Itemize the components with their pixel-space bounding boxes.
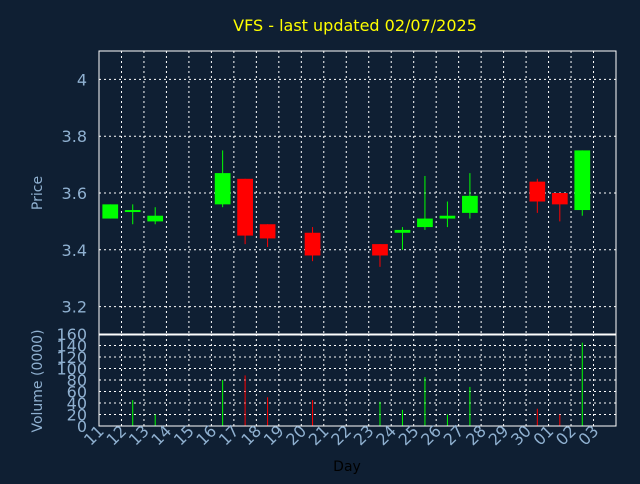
volume-plot-frame [98, 333, 617, 427]
volume-tick-label: 40 [67, 394, 87, 413]
volume-tick-label: 160 [56, 325, 87, 344]
candle-02 [574, 150, 591, 216]
volume-tick-label: 60 [67, 383, 87, 402]
x-axis-label: Day [333, 459, 361, 475]
candle-body [124, 210, 141, 213]
candle-20 [304, 227, 321, 262]
candle-body [394, 229, 411, 233]
price-plot-frame [98, 50, 617, 336]
candle-body [304, 232, 321, 256]
candle-27 [462, 173, 478, 219]
volume-tick-label: 120 [56, 348, 87, 367]
volume-tick-label: 0 [77, 417, 87, 436]
candle-16 [214, 150, 231, 208]
candle-26 [439, 201, 456, 228]
volume-axis-label: Volume (0000) [30, 329, 46, 432]
candle-01 [551, 193, 568, 222]
volume-tick-label: 100 [56, 360, 87, 379]
candle-body [574, 150, 591, 211]
price-tick-label: 3.2 [62, 298, 87, 317]
candle-body [147, 215, 164, 222]
candle-30 [529, 178, 546, 213]
price-tick-label: 3.8 [62, 127, 87, 146]
candle-24 [394, 227, 411, 250]
candle-body [372, 244, 388, 256]
candle-body [551, 193, 568, 205]
candle-body [237, 178, 253, 236]
price-tick-label: 4 [77, 70, 87, 89]
volume-tick-label: 20 [67, 406, 87, 425]
volume-tick-label: 140 [56, 337, 87, 356]
price-panel: 3.2 3.4 3.6 3.8 4 [62, 50, 617, 336]
candle-13 [147, 207, 164, 225]
candle-18 [259, 224, 276, 247]
candle-12 [124, 204, 141, 225]
candle-25 [417, 175, 433, 230]
candle-body [417, 218, 433, 228]
candle-body [102, 204, 119, 219]
candle-body [259, 224, 276, 239]
candle-body [462, 195, 478, 213]
price-axis-label: Price [30, 176, 46, 210]
candle-17 [237, 178, 253, 245]
candle-11 [102, 204, 119, 219]
candle-23 [372, 244, 388, 267]
price-tick-label: 3.4 [62, 241, 87, 260]
candle-body [214, 173, 231, 205]
candle-body [439, 215, 456, 219]
price-tick-label: 3.6 [62, 184, 87, 203]
candle-body [529, 181, 546, 202]
chart-title: VFS - last updated 02/07/2025 [233, 16, 477, 35]
volume-tick-label: 80 [67, 371, 87, 390]
volume-panel: 0204060801001201401601112131415161718192… [56, 325, 617, 449]
